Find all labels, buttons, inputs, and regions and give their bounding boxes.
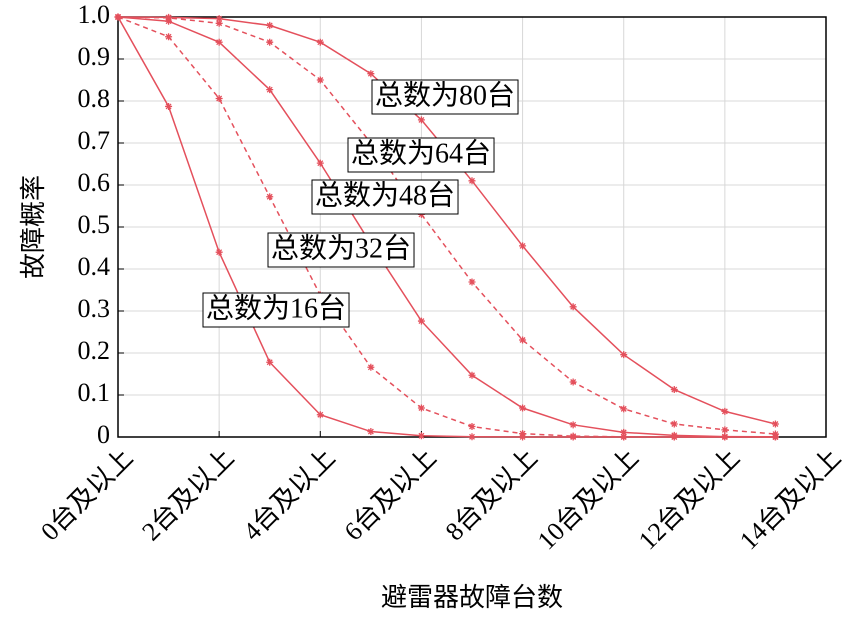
data-marker [417,116,425,124]
data-marker [670,433,678,441]
data-marker [215,19,223,27]
y-tick-label: 0.3 [78,294,111,323]
data-marker [620,428,628,436]
x-tick-label: 14台及以上 [734,443,846,555]
data-marker [771,420,779,428]
data-marker [771,433,779,441]
data-marker [266,86,274,94]
y-tick-label: 0.7 [78,126,111,155]
y-tick-label: 1.0 [78,0,111,29]
legend-label: 总数为32台 [271,232,411,264]
y-tick-label: 0.6 [78,168,111,197]
data-marker [569,421,577,429]
legend-box [311,179,459,215]
y-tick-label: 0.8 [78,84,111,113]
legend-label: 总数为16台 [206,292,346,324]
data-marker [215,15,223,23]
data-marker [468,423,476,430]
x-tick-label: 0台及以上 [35,443,138,546]
data-marker [316,411,324,419]
data-marker [266,21,274,29]
x-tick-label: 8台及以上 [440,443,543,546]
data-marker [620,405,628,413]
data-marker [519,242,527,250]
data-marker [367,70,375,78]
data-marker [316,38,324,46]
y-tick-label: 0.9 [78,42,111,71]
data-marker [417,317,425,325]
x-tick-label: 12台及以上 [633,443,745,555]
data-marker [569,378,577,386]
data-marker [215,38,223,46]
data-marker [114,13,122,21]
data-marker [519,404,527,412]
data-marker [266,193,274,201]
data-marker [417,432,425,440]
data-marker [468,433,476,441]
x-tick-label: 6台及以上 [339,443,442,546]
y-axis-label: 故障概率 [19,175,48,279]
data-marker [721,433,729,441]
data-marker [721,426,729,434]
data-marker [468,177,476,185]
data-marker [569,303,577,311]
series-line [117,16,776,435]
legend-label: 总数为64台 [351,137,491,169]
data-marker [670,386,678,394]
legend-box [347,137,495,173]
data-marker [620,351,628,359]
data-marker [215,94,223,102]
y-tick-label: 0.1 [78,378,111,407]
data-marker [215,248,223,256]
legend-label: 总数为80台 [375,79,515,111]
data-marker [417,404,425,412]
legend-label: 总数为48台 [315,179,455,211]
legend-box [371,79,519,115]
y-tick-label: 0.5 [78,210,111,239]
x-axis-label: 避雷器故障台数 [381,583,563,612]
y-tick-label: 0.2 [78,336,111,365]
legend-box [202,292,350,328]
data-marker [519,336,527,344]
data-marker [266,38,274,46]
data-marker [266,358,274,366]
data-marker [721,407,729,415]
data-marker [367,363,375,371]
series-line [117,16,776,438]
data-marker [670,420,678,428]
y-tick-label: 0 [97,420,110,449]
data-marker [165,33,173,41]
series-line [117,16,776,438]
x-tick-label: 4台及以上 [238,443,341,546]
legend-box [267,232,415,268]
data-marker [620,433,628,441]
x-tick-label: 10台及以上 [532,443,644,555]
data-marker [569,433,577,441]
series-line [117,16,776,425]
y-tick-label: 0.4 [78,252,111,281]
data-marker [316,159,324,167]
data-marker [316,76,324,84]
data-marker [165,17,173,25]
x-tick-label: 2台及以上 [136,443,239,546]
data-marker [519,433,527,441]
data-marker [367,428,375,436]
data-marker [468,371,476,379]
data-marker [165,102,173,110]
data-marker [468,278,476,286]
